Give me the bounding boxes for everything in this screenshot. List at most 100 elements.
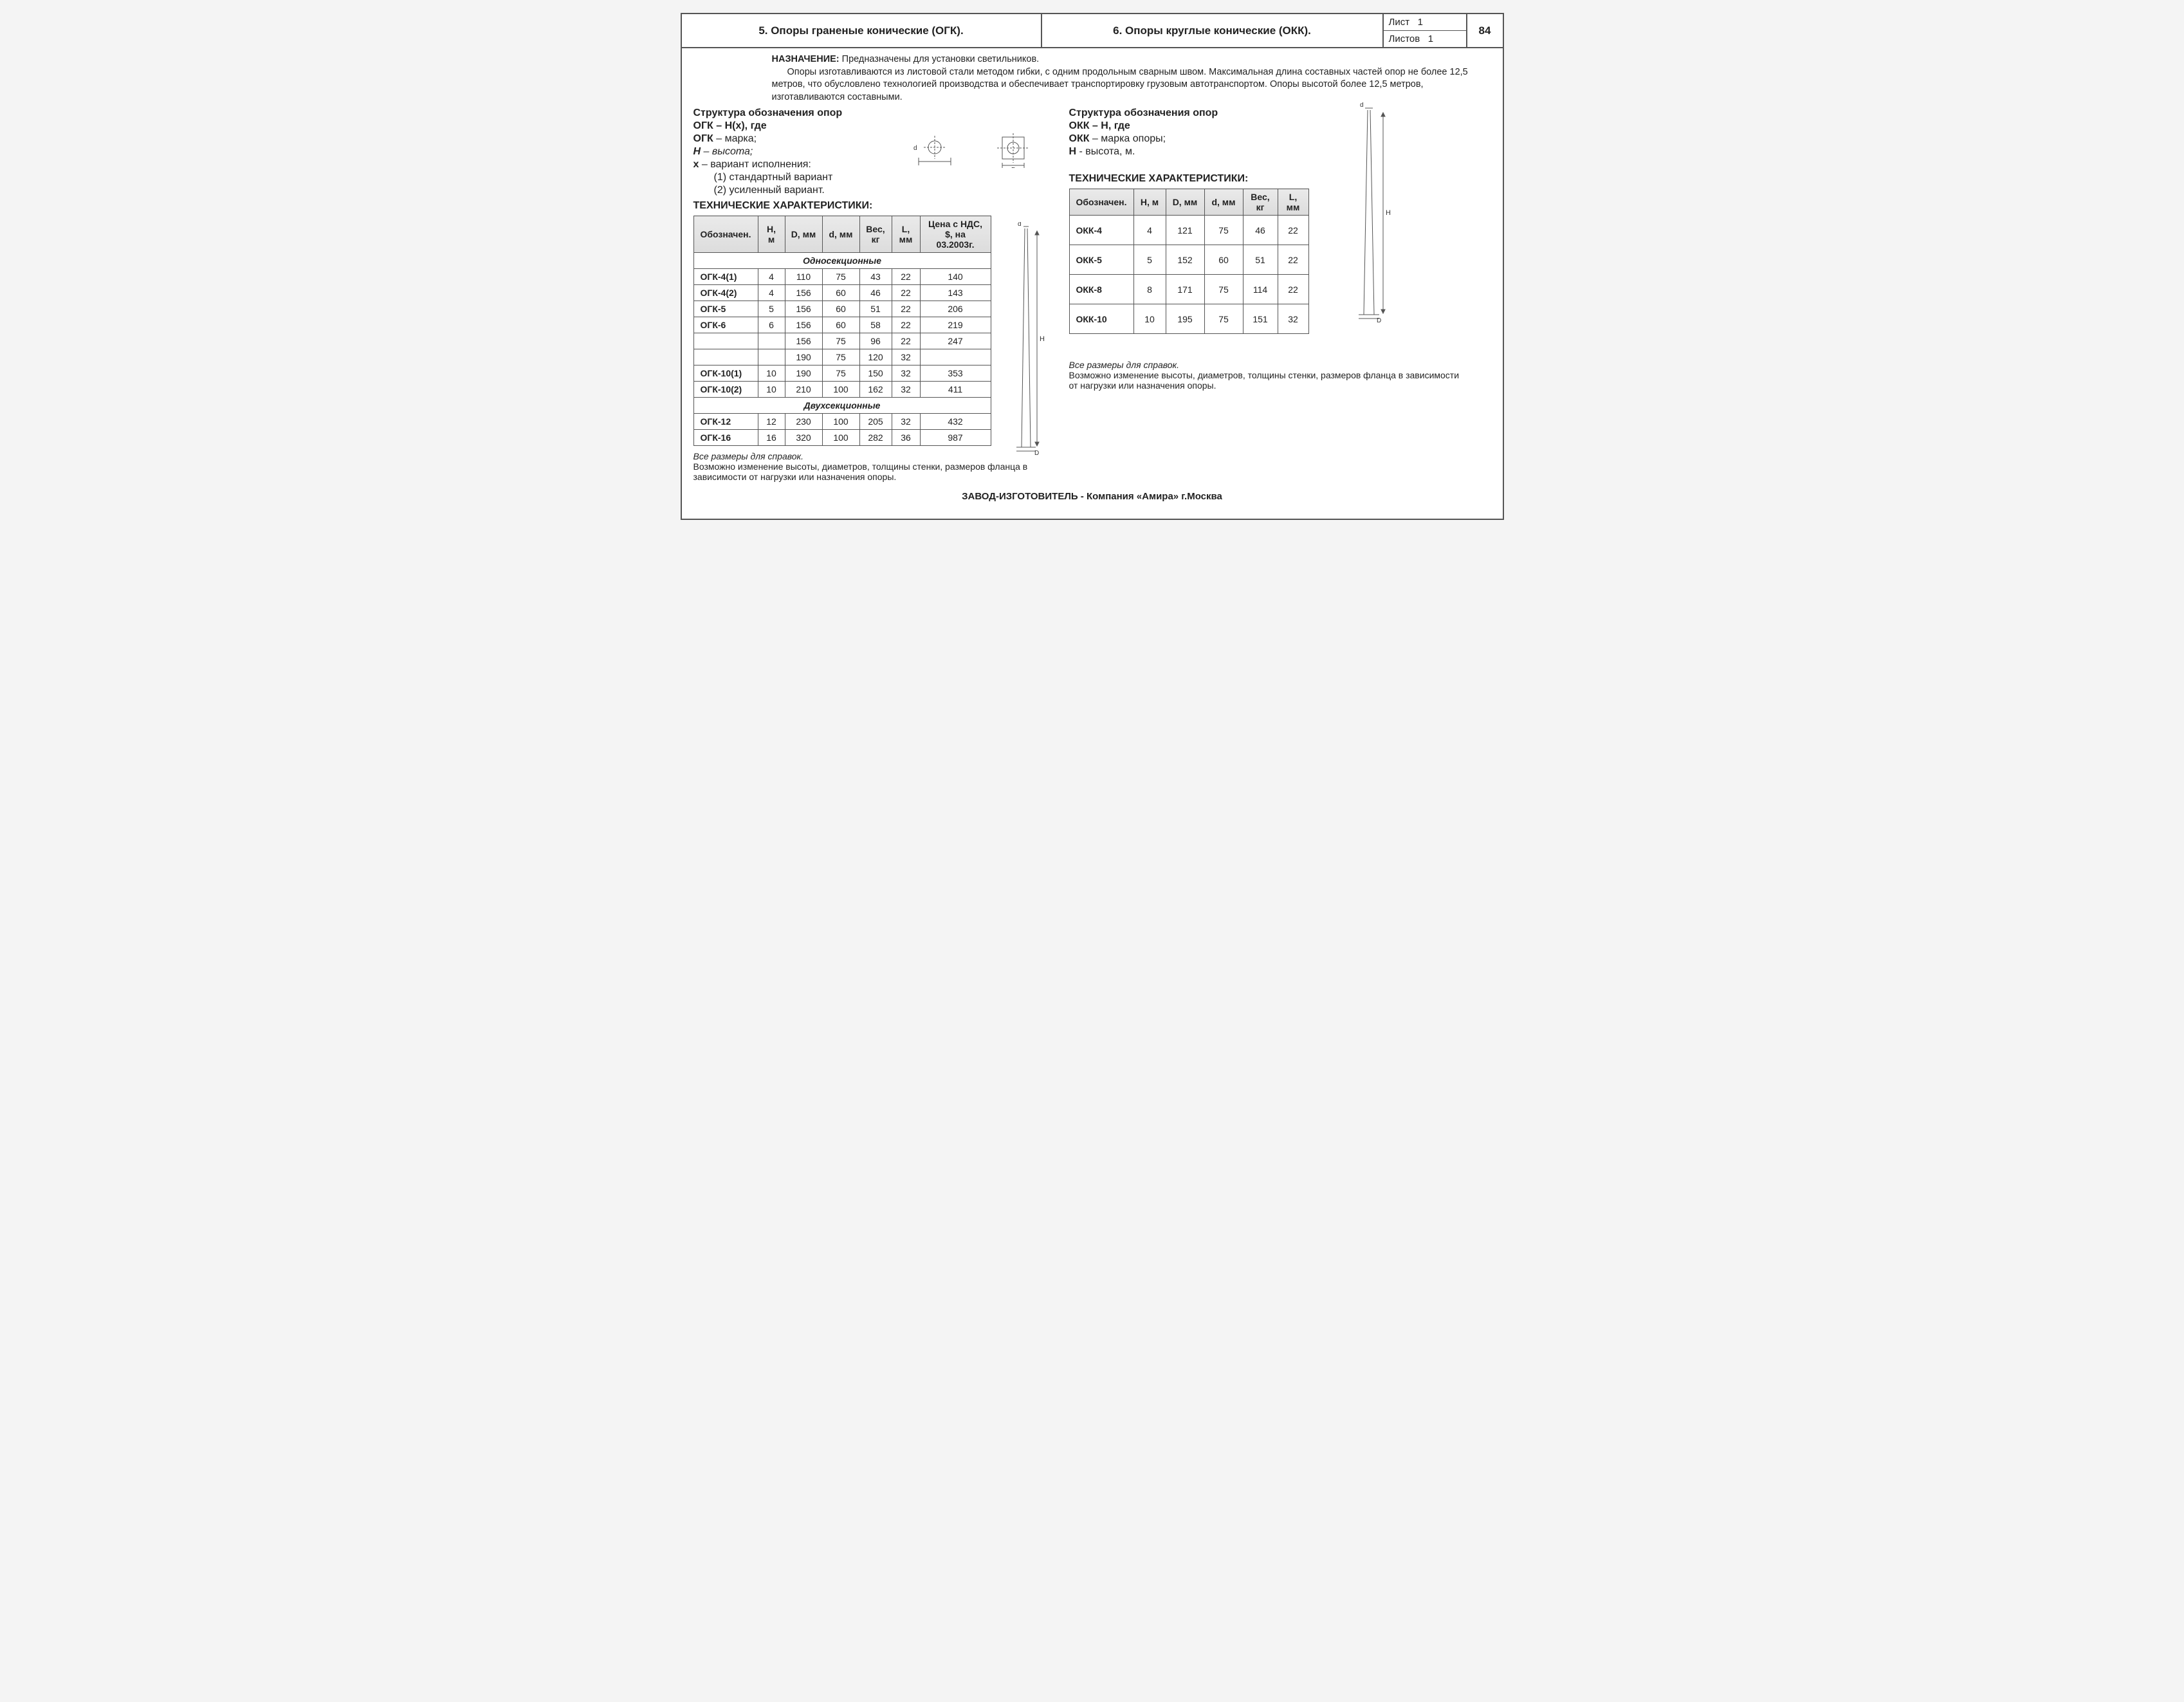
table-cell: 4 xyxy=(758,269,785,285)
table-cell: 22 xyxy=(1278,275,1308,304)
table-cell: ОКК-8 xyxy=(1069,275,1133,304)
main-columns: Структура обозначения опор ОГК – H(x), г… xyxy=(682,106,1503,482)
ogk-top-diagram: d D xyxy=(912,129,1041,168)
table-cell: 8 xyxy=(1133,275,1166,304)
manufacturer-footer: ЗАВОД-ИЗГОТОВИТЕЛЬ - Компания «Амира» г.… xyxy=(682,482,1503,506)
table-cell: 190 xyxy=(785,365,822,382)
table-cell: 206 xyxy=(920,301,991,317)
table-cell: 121 xyxy=(1166,216,1204,245)
table-cell: ОКК-5 xyxy=(1069,245,1133,275)
table-cell: 282 xyxy=(859,430,892,446)
svg-text:H: H xyxy=(1386,209,1391,217)
svg-text:D: D xyxy=(1034,450,1039,457)
table-cell: 6 xyxy=(758,317,785,333)
okk-col-header: Н, м xyxy=(1133,189,1166,216)
table-cell: ОГК-5 xyxy=(693,301,758,317)
table-cell: 205 xyxy=(859,414,892,430)
okk-col-header: D, мм xyxy=(1166,189,1204,216)
okk-table: Обозначен.Н, мD, ммd, ммВес, кгL, мм ОКК… xyxy=(1069,189,1309,334)
svg-text:H: H xyxy=(1040,335,1045,343)
table-row: ОКК-881717511422 xyxy=(1069,275,1308,304)
table-cell: ОГК-16 xyxy=(693,430,758,446)
table-cell: 156 xyxy=(785,333,822,349)
table-cell xyxy=(693,333,758,349)
okk-mark-line: ОКК – марка опоры; xyxy=(1069,133,1491,145)
ogk-col-header: Н, м xyxy=(758,216,785,253)
table-cell xyxy=(758,349,785,365)
table-cell: 16 xyxy=(758,430,785,446)
table-cell: 247 xyxy=(920,333,991,349)
table-cell: 96 xyxy=(859,333,892,349)
table-cell: 75 xyxy=(822,365,859,382)
ogk-col-header: Вес, кг xyxy=(859,216,892,253)
ogk-variant-2: (2) усиленный вариант. xyxy=(714,185,1054,196)
svg-text:D: D xyxy=(1011,167,1016,168)
table-cell: 5 xyxy=(758,301,785,317)
sheet-label: Лист xyxy=(1389,17,1410,28)
table-row: ОГК-10(2)1021010016232411 xyxy=(693,382,991,398)
ogk-notes-text: Возможно изменение высоты, диаметров, то… xyxy=(693,461,1028,482)
table-row: ОГК-66156605822219 xyxy=(693,317,991,333)
table-cell: 5 xyxy=(1133,245,1166,275)
okk-col-header: L, мм xyxy=(1278,189,1308,216)
table-row: 156759622247 xyxy=(693,333,991,349)
document-page: 5. Опоры граненые конические (ОГК). 6. О… xyxy=(681,13,1504,520)
table-cell: 51 xyxy=(859,301,892,317)
okk-col-header: d, мм xyxy=(1204,189,1243,216)
table-cell: 152 xyxy=(1166,245,1204,275)
section-title-okk: 6. Опоры круглые конические (ОКК). xyxy=(1042,14,1384,47)
table-cell: 60 xyxy=(822,285,859,301)
table-cell: 32 xyxy=(892,382,920,398)
purpose-block: НАЗНАЧЕНИЕ: Предназначены для установки … xyxy=(682,48,1503,106)
section-title-ogk: 5. Опоры граненые конические (ОГК). xyxy=(682,14,1042,47)
table-cell: 75 xyxy=(1204,304,1243,334)
table-cell: 171 xyxy=(1166,275,1204,304)
svg-text:d: d xyxy=(913,145,917,152)
table-cell: 4 xyxy=(1133,216,1166,245)
table-cell: 46 xyxy=(1243,216,1278,245)
svg-text:D: D xyxy=(1377,317,1381,324)
okk-notes: Все размеры для справок. Возможно измене… xyxy=(1069,360,1468,391)
table-row: ОГК-55156605122206 xyxy=(693,301,991,317)
title-block: 5. Опоры граненые конические (ОГК). 6. О… xyxy=(682,14,1503,48)
okk-tech-title: ТЕХНИЧЕСКИЕ ХАРАКТЕРИСТИКИ: xyxy=(1069,173,1491,185)
table-cell: 10 xyxy=(1133,304,1166,334)
table-cell: 22 xyxy=(892,301,920,317)
ogk-section-label: Двухсекционные xyxy=(693,398,991,414)
ogk-column: Структура обозначения опор ОГК – H(x), г… xyxy=(693,106,1054,482)
table-row: ОГК-161632010028236987 xyxy=(693,430,991,446)
table-cell: 230 xyxy=(785,414,822,430)
table-cell: 151 xyxy=(1243,304,1278,334)
table-cell: 58 xyxy=(859,317,892,333)
okk-col-header: Вес, кг xyxy=(1243,189,1278,216)
table-cell: ОГК-4(2) xyxy=(693,285,758,301)
okk-column: Структура обозначения опор ОКК – H, где … xyxy=(1069,106,1491,482)
table-cell: 100 xyxy=(822,430,859,446)
ogk-col-header: Цена с НДС, $, на 03.2003г. xyxy=(920,216,991,253)
ogk-pole-diagram: d D H xyxy=(1002,222,1054,467)
table-cell: 32 xyxy=(1278,304,1308,334)
page-number: 84 xyxy=(1467,14,1503,47)
table-cell xyxy=(693,349,758,365)
table-cell: 150 xyxy=(859,365,892,382)
table-cell: 411 xyxy=(920,382,991,398)
table-row: ОГК-10(1)101907515032353 xyxy=(693,365,991,382)
table-cell xyxy=(758,333,785,349)
sheet-info: Лист 1 Листов 1 xyxy=(1384,14,1467,47)
table-cell: ОКК-4 xyxy=(1069,216,1133,245)
okk-struct-title: Структура обозначения опор xyxy=(1069,107,1491,119)
table-cell: ОГК-10(1) xyxy=(693,365,758,382)
table-cell: 22 xyxy=(1278,245,1308,275)
ogk-notes-italic: Все размеры для справок. xyxy=(693,451,804,461)
table-cell: 10 xyxy=(758,365,785,382)
table-cell: 22 xyxy=(892,333,920,349)
table-row: ОГК-121223010020532432 xyxy=(693,414,991,430)
okk-pole-diagram: d D H xyxy=(1339,102,1404,334)
ogk-col-header: d, мм xyxy=(822,216,859,253)
sheet-num: 1 xyxy=(1418,17,1423,28)
table-cell: ОГК-4(1) xyxy=(693,269,758,285)
table-cell: 320 xyxy=(785,430,822,446)
table-row: 1907512032 xyxy=(693,349,991,365)
okk-h-line: Н - высота, м. xyxy=(1069,146,1491,158)
table-cell: 120 xyxy=(859,349,892,365)
